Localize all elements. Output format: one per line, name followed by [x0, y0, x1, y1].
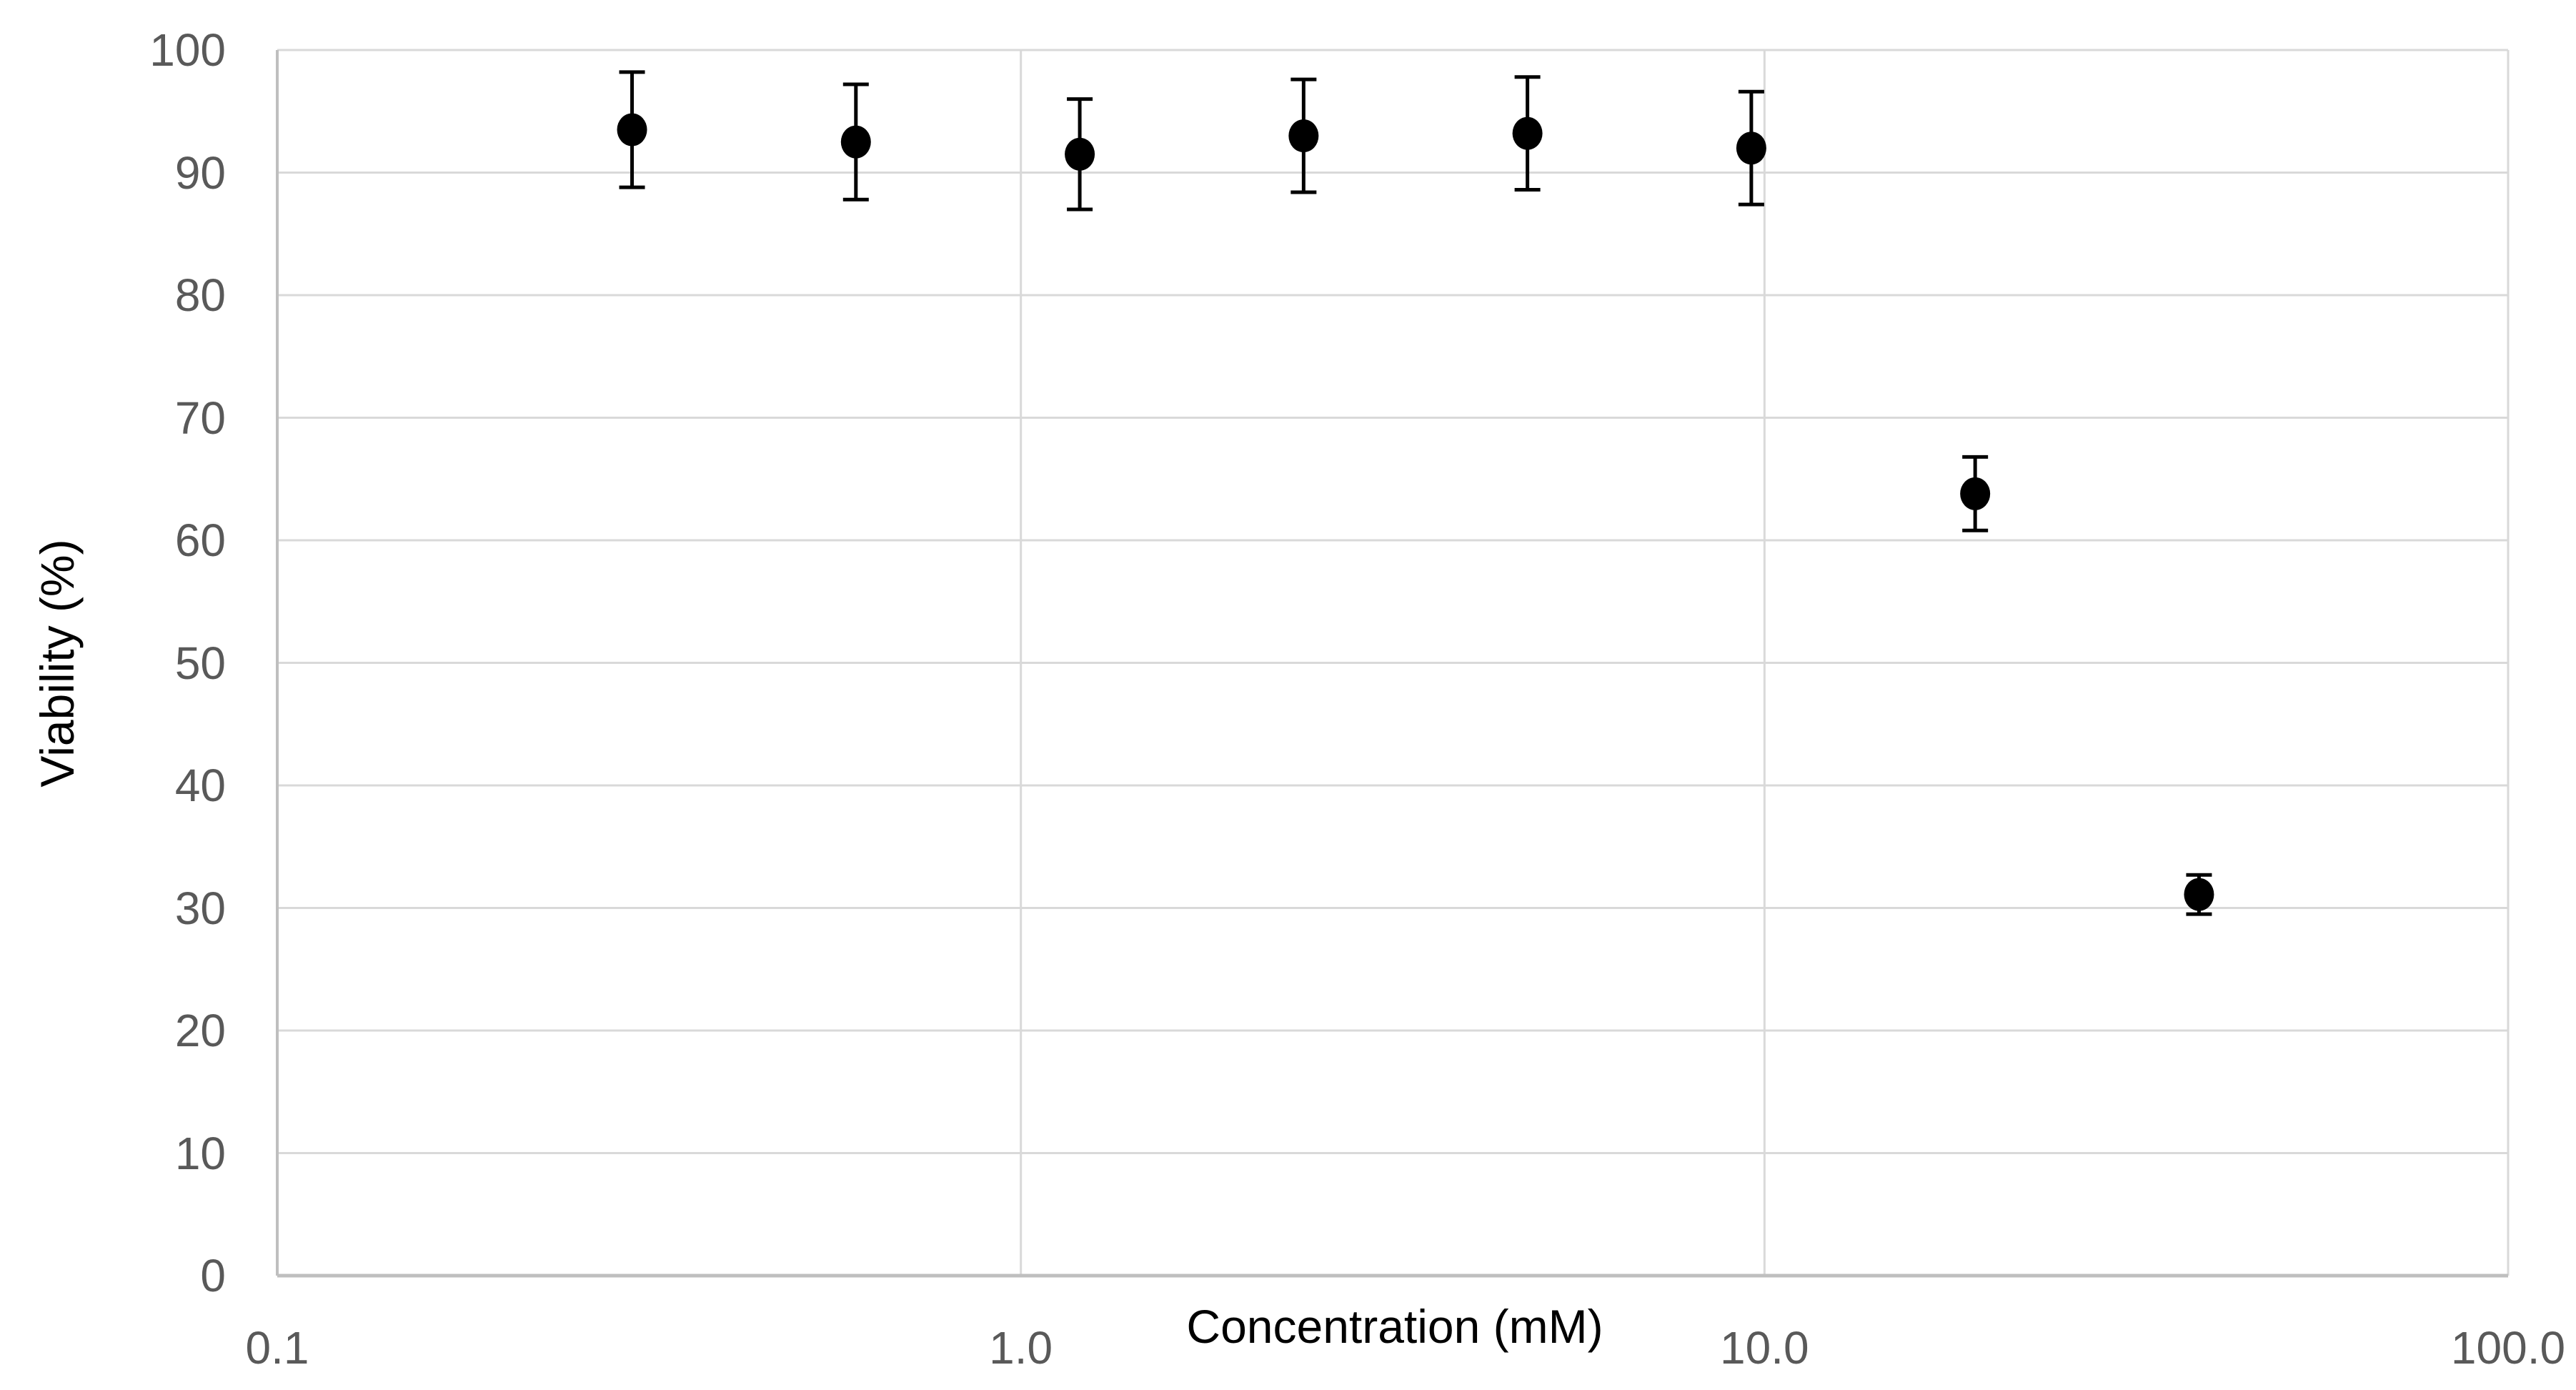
x-tick-label: 10.0 [1720, 1322, 1809, 1374]
y-tick-label: 100 [149, 24, 226, 76]
y-tick-label: 30 [174, 882, 226, 934]
data-point-marker [1065, 137, 1095, 171]
x-tick-label: 0.1 [245, 1322, 309, 1374]
y-tick-label: 10 [174, 1127, 226, 1179]
y-tick-label: 0 [200, 1250, 226, 1301]
data-point-marker [1736, 131, 1766, 165]
data-point-marker [840, 125, 871, 159]
data-point-marker [2184, 878, 2214, 911]
y-axis-title: Viability (%) [31, 539, 84, 788]
y-tick-label: 60 [174, 515, 226, 566]
y-tick-label: 70 [174, 392, 226, 444]
y-tick-label: 80 [174, 269, 226, 321]
y-tick-label: 50 [174, 637, 226, 689]
data-point-marker [617, 113, 647, 147]
data-point-marker [1960, 477, 1991, 510]
x-tick-label: 1.0 [989, 1322, 1053, 1374]
data-point-marker [1288, 119, 1319, 153]
y-tick-label: 90 [174, 147, 226, 199]
y-tick-label: 40 [174, 760, 226, 811]
x-axis-title: Concentration (mM) [1186, 1300, 1603, 1353]
data-point-marker [1512, 116, 1543, 150]
y-tick-label: 20 [174, 1005, 226, 1056]
x-tick-label: 100.0 [2450, 1322, 2566, 1374]
